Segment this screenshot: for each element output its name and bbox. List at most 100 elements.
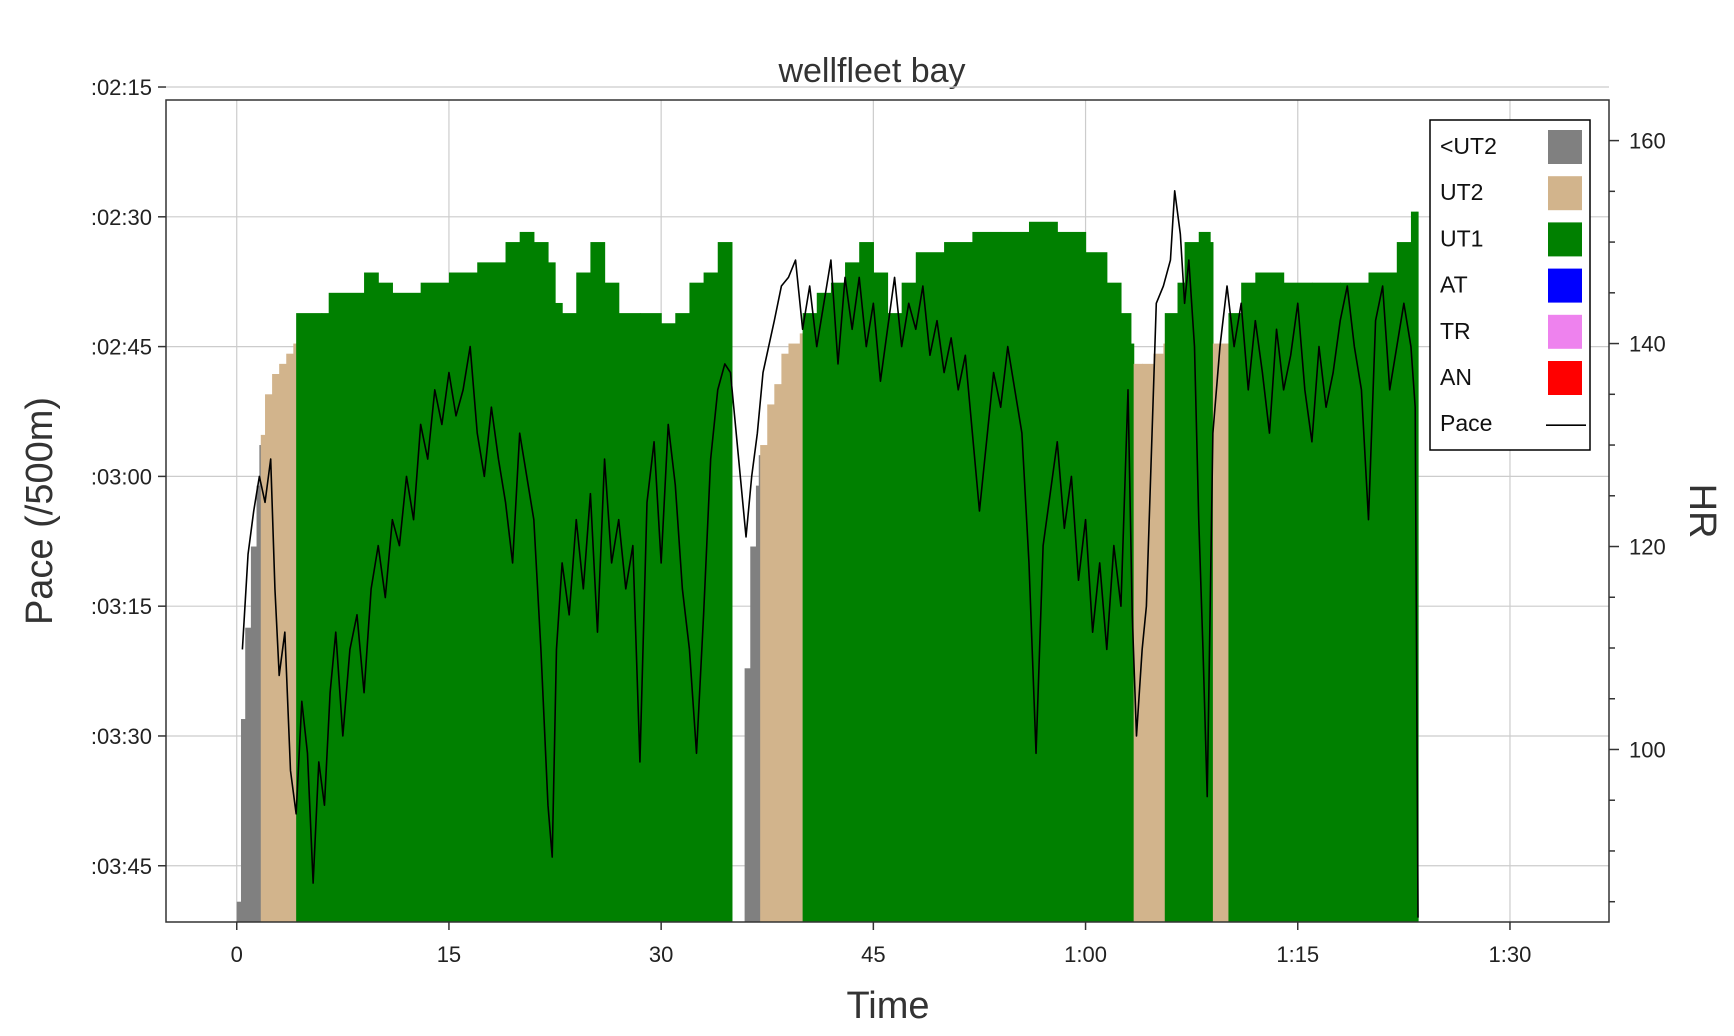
hr-zone-bar <box>859 242 874 922</box>
plot-frame <box>165 99 1610 923</box>
chart-title: wellfleet bay <box>777 52 965 90</box>
y-tick-label: :02:30 <box>91 205 152 230</box>
hr-zone-bar <box>744 668 751 922</box>
y-axis-ticks: :02:15:02:30:02:45:03:00:03:15:03:30:03:… <box>91 75 166 879</box>
legend-label: TR <box>1440 318 1471 344</box>
y-tick-label: :03:45 <box>91 854 152 879</box>
hr-zone-bar <box>901 282 917 922</box>
hr-zone-bar <box>1177 282 1186 922</box>
hr-zone-bar <box>1184 242 1200 922</box>
hr-zone-bar <box>1000 231 1030 922</box>
legend-swatch <box>1548 268 1582 303</box>
hr-zone-bar <box>1142 363 1155 923</box>
y2-tick-label: 160 <box>1629 129 1666 154</box>
hr-zone-bar <box>1163 343 1166 922</box>
pace-line <box>241 190 1419 918</box>
legend-swatch <box>1548 361 1582 395</box>
y2-tick-label: 120 <box>1629 535 1666 560</box>
hr-zone-bar <box>1120 313 1132 922</box>
hr-zone-bar <box>562 313 577 922</box>
hr-zone-bar <box>873 272 889 922</box>
x-tick-label: 45 <box>861 942 885 967</box>
hr-zone-bar <box>675 313 691 922</box>
hr-zone-bar <box>944 242 973 922</box>
hr-zone-bar <box>730 242 733 922</box>
hr-zone-bar <box>259 445 262 922</box>
hr-zone-bar <box>1133 363 1143 923</box>
hr-zone-bar <box>392 292 422 922</box>
legend-label: AT <box>1440 272 1468 298</box>
y2-axis-title: HR <box>1681 484 1723 539</box>
hr-zone-bar <box>1210 242 1214 922</box>
x-tick-label: 1:30 <box>1489 942 1532 967</box>
hr-zone-bar <box>1212 343 1228 922</box>
hr-zone-bar <box>767 404 775 922</box>
y-tick-label: :02:15 <box>91 75 152 100</box>
hr-zone-bar <box>364 272 379 922</box>
legend-swatch <box>1548 314 1582 349</box>
x-tick-label: 1:15 <box>1276 942 1319 967</box>
hr-zone-bar <box>590 242 606 922</box>
x-tick-label: 1:00 <box>1064 942 1107 967</box>
hr-zone-bar <box>1153 353 1164 922</box>
hr-zone-bar <box>845 262 860 922</box>
hr-zone-bar <box>661 323 676 922</box>
hr-zone-bar <box>788 343 801 922</box>
hr-zone-bar <box>245 627 252 922</box>
hr-zone-bar <box>505 242 521 922</box>
y-tick-label: :03:30 <box>91 724 152 749</box>
x-tick-label: 30 <box>649 942 673 967</box>
hr-zone-bar <box>533 242 549 922</box>
hr-zone-bar <box>477 262 507 922</box>
hr-zone-bar <box>328 292 365 922</box>
legend-swatch <box>1548 222 1582 257</box>
hr-zone-bar <box>286 353 294 922</box>
hr-zone-bar <box>816 292 832 922</box>
hr-zone-bar <box>639 313 662 922</box>
hr-zone-bar <box>1057 231 1087 922</box>
legend-label: Pace <box>1440 410 1492 436</box>
hr-zone-bar <box>1227 343 1230 922</box>
hr-zone-bar <box>250 546 258 922</box>
legend: <UT2 UT2 UT1 AT TR AN Pace <box>1429 119 1591 451</box>
hr-zone-bar <box>972 231 1002 922</box>
hr-zone-bar <box>830 282 846 922</box>
hr-zone-bar <box>1416 211 1419 922</box>
hr-zone-bar <box>689 282 705 922</box>
hr-zone-bar <box>448 272 478 922</box>
x-axis-ticks: 0 15 30 45 1:00 1:15 1:30 <box>231 922 1532 967</box>
y-tick-label: :02:45 <box>91 335 152 360</box>
hr-zone-area <box>236 211 1419 923</box>
y-tick-label: :03:00 <box>91 464 152 489</box>
legend-label: UT1 <box>1440 225 1483 251</box>
legend-label: UT2 <box>1440 179 1483 205</box>
hr-zone-bar <box>576 272 592 922</box>
x-axis-title: Time <box>846 985 929 1027</box>
hr-zone-bar <box>1311 282 1341 922</box>
hr-zone-bar <box>236 901 242 922</box>
hr-zone-bar <box>802 313 818 922</box>
y2-tick-label: 140 <box>1629 332 1666 357</box>
legend-swatch <box>1548 176 1582 211</box>
hr-zone-bar <box>256 485 260 922</box>
y2-axis-ticks: 100 120 140 160 <box>1609 129 1666 903</box>
hr-zone-bar <box>260 434 266 922</box>
hr-zone-bar <box>799 333 804 922</box>
hr-zone-bar <box>1255 272 1285 922</box>
hr-zone-bar <box>321 313 330 922</box>
hr-zone-bar <box>378 282 393 922</box>
legend-label: <UT2 <box>1440 133 1497 159</box>
legend-swatch <box>1548 130 1582 164</box>
hr-zone-bar <box>604 282 620 922</box>
hr-zone-bar <box>703 272 719 922</box>
hr-zone-bar <box>1241 282 1256 922</box>
hr-zone-bar <box>547 262 556 922</box>
hr-zone-bar <box>272 374 280 922</box>
hr-zone-bar <box>1396 242 1412 922</box>
hr-zone-bar <box>774 384 782 922</box>
hr-zone-bar <box>755 485 760 922</box>
hr-zone-bar <box>1028 221 1058 922</box>
hr-zone-bar <box>293 343 297 922</box>
hr-zone-bar <box>296 313 323 922</box>
x-tick-label: 0 <box>231 942 243 967</box>
